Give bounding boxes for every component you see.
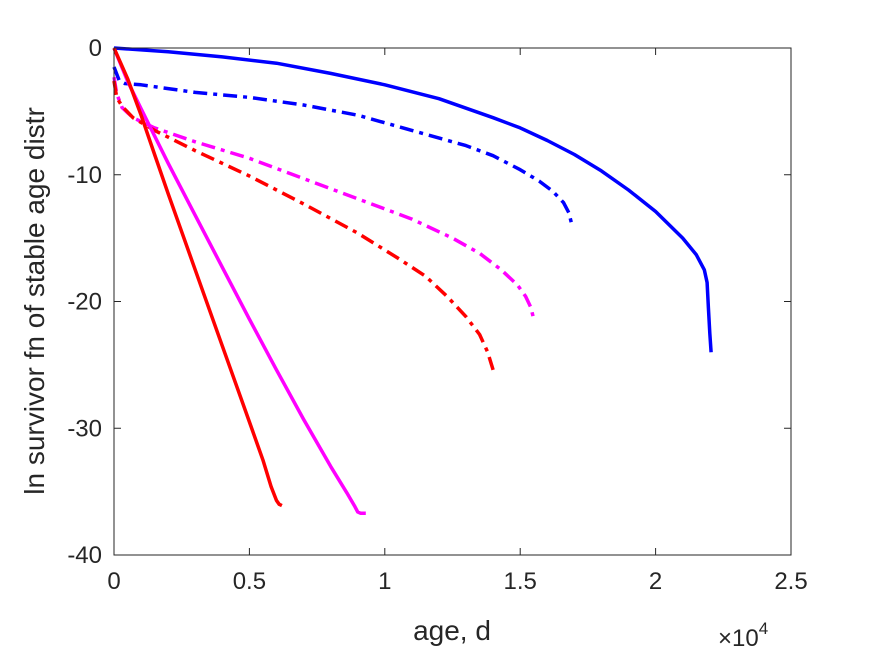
x-tick-label: 0 bbox=[107, 568, 120, 595]
x-axis-label: age, d bbox=[413, 615, 491, 646]
x-tick-label: 1 bbox=[378, 568, 391, 595]
ticks: 0 0.5 1 1.5 2 2.5 0 -10 -20 -30 -40 bbox=[67, 35, 807, 595]
x-exponent-base: ×10 bbox=[718, 625, 759, 652]
series-line-6 bbox=[112, 47, 283, 508]
y-tick-label: -10 bbox=[67, 162, 102, 189]
series-layer bbox=[112, 46, 713, 515]
y-tick-label: -40 bbox=[67, 542, 102, 569]
x-tick-label: 0.5 bbox=[233, 568, 266, 595]
y-axis-label: ln survivor fn of stable age distr bbox=[19, 107, 50, 495]
series-line-5 bbox=[112, 47, 366, 515]
series-line-2 bbox=[112, 66, 574, 225]
x-exponent-power: 4 bbox=[759, 619, 768, 638]
x-tick-label: 2.5 bbox=[774, 568, 807, 595]
series-line-1 bbox=[113, 46, 713, 353]
x-tick-label: 2 bbox=[649, 568, 662, 595]
series-line-4 bbox=[112, 80, 495, 371]
y-tick-label: -20 bbox=[67, 289, 102, 316]
x-exponent-label: ×104 bbox=[718, 619, 768, 652]
x-tick-label: 1.5 bbox=[504, 568, 537, 595]
y-tick-label: -30 bbox=[67, 415, 102, 442]
y-tick-label: 0 bbox=[89, 35, 102, 62]
